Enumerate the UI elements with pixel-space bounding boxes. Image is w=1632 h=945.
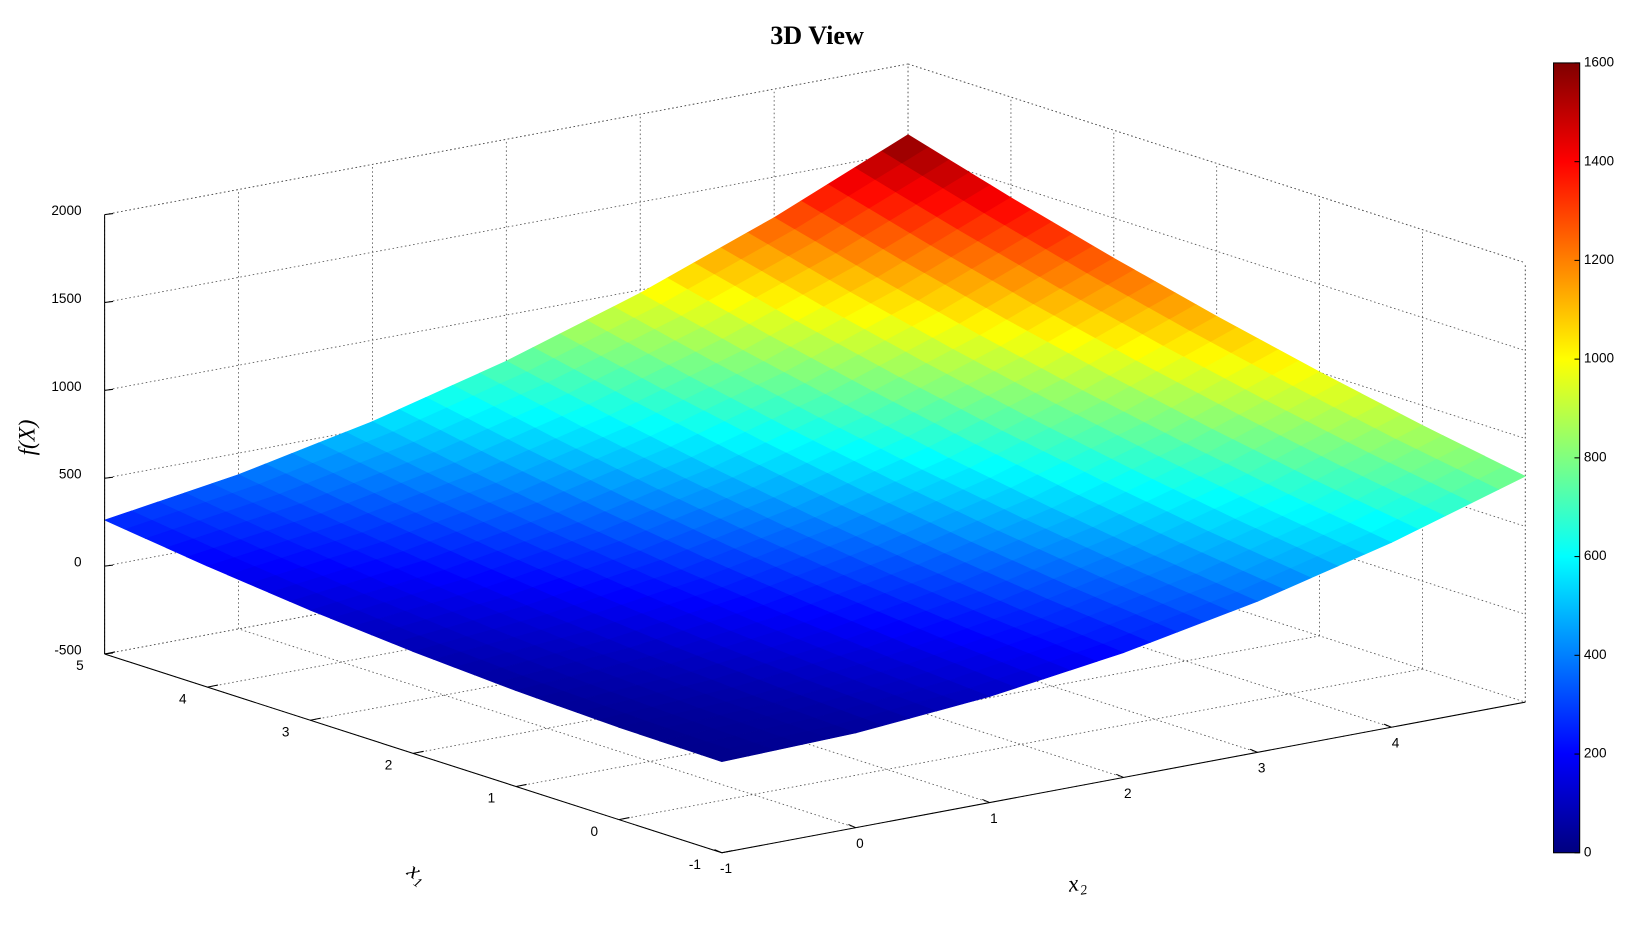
box-edge — [104, 63, 909, 216]
x2-tick-label: -1 — [720, 861, 732, 876]
colorbar-tick-label: 1000 — [1584, 351, 1615, 366]
x2-tick — [714, 849, 723, 854]
x2-axis-label: x₂ — [1065, 868, 1088, 896]
grid-line — [907, 151, 1526, 352]
z-tick — [104, 564, 114, 567]
colorbar-tick-label: 400 — [1584, 647, 1607, 662]
axes: -500 0 500 1000 1500 2000 -1 0 1 2 3 4 5 -1 0 1 2 3 4 0 200 4… — [51, 55, 1614, 877]
surface-patch — [700, 748, 750, 763]
x1-tick-label: 3 — [282, 724, 290, 739]
z-tick-label: 500 — [59, 467, 82, 482]
x1-tick — [413, 750, 424, 754]
z-tick-label: 1000 — [51, 379, 82, 394]
colorbar-tick-label: 1200 — [1584, 252, 1615, 267]
surface — [103, 134, 1527, 763]
colorbar-tick-label: 1600 — [1584, 55, 1615, 70]
x1-tick-label: 5 — [76, 658, 84, 673]
x2-tick — [1249, 748, 1258, 753]
x1-axis-label: x₁ — [402, 856, 433, 888]
x2-tick-label: 4 — [1392, 736, 1400, 751]
colorbar-tick-label: 600 — [1584, 548, 1607, 563]
grid-line — [238, 628, 856, 829]
z-tick-label: 1500 — [51, 291, 82, 306]
x2-tick-label: 1 — [990, 811, 998, 826]
grid-line — [907, 239, 1526, 439]
x2-tick-label: 0 — [856, 836, 864, 851]
x1-tick-label: -1 — [689, 857, 701, 872]
box-edge — [907, 63, 1526, 264]
z-tick-label: -500 — [54, 642, 82, 657]
x1-tick-label: 1 — [488, 791, 496, 806]
colorbar-tick-label: 800 — [1584, 449, 1607, 464]
colorbar-tick-label: 1400 — [1584, 153, 1615, 168]
z-tick — [104, 476, 114, 479]
z-tick — [104, 213, 114, 216]
x1-tick — [310, 717, 321, 721]
x2-tick-label: 3 — [1258, 761, 1266, 776]
x1-tick-label: 2 — [385, 758, 393, 773]
x1-tick — [515, 783, 527, 788]
x1-tick — [618, 817, 630, 821]
x1-tick — [721, 850, 733, 854]
x2-tick — [1383, 723, 1392, 728]
chart-title: 3D View — [770, 21, 864, 50]
z-tick-label: 2000 — [51, 203, 82, 218]
x2-tick-label: 2 — [1124, 786, 1132, 801]
z-tick — [104, 300, 114, 304]
grid-line — [907, 415, 1526, 615]
x2-tick — [848, 824, 856, 829]
x1-tick — [104, 651, 116, 655]
colorbar-tick-label: 0 — [1584, 844, 1592, 859]
z-tick-label: 0 — [74, 555, 82, 570]
x2-tick — [1116, 773, 1124, 778]
colorbar-tick-label: 200 — [1584, 746, 1607, 761]
x1-tick-label: 4 — [179, 691, 187, 706]
z-tick — [104, 388, 114, 391]
x1-tick-label: 0 — [590, 824, 598, 839]
x1-tick — [207, 684, 219, 688]
z-axis-label: f(X) — [14, 420, 40, 456]
x2-tick — [982, 798, 990, 804]
